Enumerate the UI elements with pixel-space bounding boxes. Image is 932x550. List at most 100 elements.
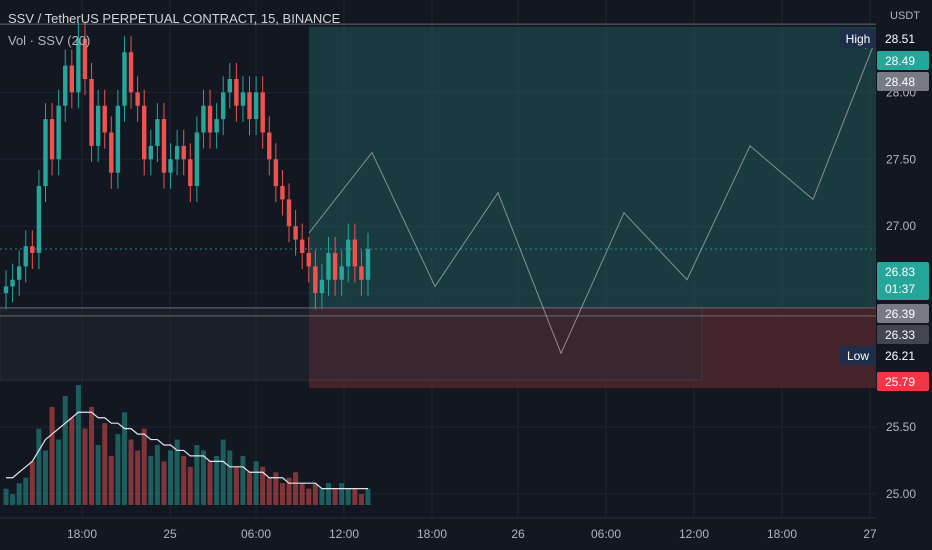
position-zones [0, 26, 876, 389]
volume-bar-20 [135, 450, 141, 505]
volume-bar-7 [49, 406, 55, 505]
price-label-0: 28.51 [885, 32, 915, 46]
candle-body-52 [346, 239, 351, 267]
price-label-bg-6 [877, 346, 929, 365]
candle-body-20 [135, 92, 140, 106]
price-label-sub-3: 01:37 [885, 282, 915, 296]
price-label-1: 28.49 [885, 54, 915, 68]
volume-bar-2 [16, 483, 22, 505]
volume-indicator-title: Vol · SSV (20) [8, 33, 91, 48]
volume-bar-11 [75, 385, 81, 505]
x-tick-2: 06:00 [241, 527, 271, 541]
volume-bar-17 [115, 434, 121, 505]
price-label-4: 26.39 [885, 307, 915, 321]
candle-body-33 [221, 92, 226, 120]
volume-bar-33 [220, 439, 226, 505]
volume-bar-43 [286, 477, 292, 505]
price-label-bg-4 [877, 304, 929, 323]
price-tag-bg-6 [840, 346, 876, 365]
volume-bar-3 [23, 477, 29, 505]
price-label-3: 26.83 [885, 265, 915, 279]
volume-bar-13 [89, 406, 95, 505]
candle-body-32 [214, 119, 219, 133]
x-tick-4: 18:00 [417, 527, 447, 541]
candle-body-38 [253, 92, 259, 120]
volume-bar-52 [345, 488, 351, 505]
candle-body-43 [286, 199, 292, 227]
price-label-7: 25.79 [885, 375, 915, 389]
volume-bar-28 [187, 466, 193, 505]
price-tag-6: Low [847, 349, 869, 363]
volume-bar-47 [312, 483, 318, 505]
candle-body-8 [56, 105, 61, 160]
volume-bar-42 [279, 483, 285, 505]
x-tick-1: 25 [163, 527, 177, 541]
candle-body-3 [23, 246, 28, 267]
volume-bar-26 [174, 439, 180, 505]
candle-body-16 [109, 132, 114, 173]
candle-body-49 [326, 252, 331, 280]
x-tick-3: 12:00 [329, 527, 359, 541]
price-label-5: 26.33 [885, 328, 915, 342]
price-label-bg-2 [877, 72, 929, 91]
candle-body-23 [155, 119, 160, 146]
candle-body-26 [174, 145, 180, 160]
candle-body-21 [142, 105, 147, 160]
candle-body-34 [227, 78, 232, 93]
volume-bar-19 [128, 439, 134, 505]
x-tick-6: 06:00 [591, 527, 621, 541]
volume-bar-14 [95, 445, 101, 505]
y-tick-0: 25.00 [886, 487, 916, 501]
volume-bar-29 [194, 445, 200, 505]
volume-bar-53 [352, 488, 358, 505]
volume-bar-40 [266, 477, 272, 505]
volume-bar-22 [148, 455, 154, 505]
volume-bar-39 [260, 466, 266, 505]
time-axis[interactable]: 18:00 25 06:00 12:00 18:00 26 06:00 12:00 18:00 2… [0, 517, 877, 541]
candle-body-48 [319, 279, 325, 294]
candle-body-42 [280, 186, 285, 200]
volume-bar-25 [168, 450, 174, 505]
candle-body-9 [63, 65, 68, 106]
price-label-bg-1 [877, 51, 929, 70]
candle-body-17 [115, 105, 121, 173]
candle-body-51 [339, 266, 344, 280]
candle-body-18 [122, 52, 127, 106]
candle-body-14 [95, 105, 101, 146]
candle-body-13 [89, 78, 94, 146]
price-label-6: 26.21 [885, 349, 915, 363]
candle-body-12 [82, 38, 88, 79]
candle-body-55 [365, 248, 371, 280]
x-tick-5: 26 [511, 527, 525, 541]
candle-body-25 [168, 159, 173, 173]
candle-body-24 [161, 119, 167, 173]
volume-bar-24 [161, 461, 167, 505]
volume-bar-18 [121, 412, 127, 505]
candle-body-37 [247, 92, 252, 120]
volume-bar-9 [62, 395, 68, 505]
y-tick-4: 27.50 [886, 152, 916, 166]
x-tick-0: 18:00 [67, 527, 97, 541]
volume-bar-50 [332, 488, 338, 505]
volume-bar-44 [293, 472, 299, 505]
candle-body-0 [3, 286, 9, 294]
price-label-bg-0 [877, 29, 929, 48]
volume-bar-15 [102, 423, 108, 505]
price-labels: 28.51 High 28.49 28.48 26.83 01:37 26.39 26.33 2… [840, 29, 929, 391]
candle-body-39 [260, 92, 265, 133]
volume-bar-21 [141, 428, 147, 505]
candle-body-19 [128, 52, 134, 93]
candles [3, 22, 371, 310]
currency-label: USDT [890, 10, 920, 22]
volume-bar-5 [36, 428, 42, 505]
volume-bar-0 [3, 488, 9, 505]
volume-bar-37 [247, 472, 253, 505]
y-tick-1: 25.50 [886, 420, 916, 434]
x-tick-9: 27 [863, 527, 877, 541]
candle-body-7 [49, 119, 55, 160]
volume-bar-51 [339, 483, 345, 505]
volume-bar-34 [227, 450, 233, 505]
candle-body-1 [10, 279, 15, 287]
volume-bars [3, 385, 371, 505]
